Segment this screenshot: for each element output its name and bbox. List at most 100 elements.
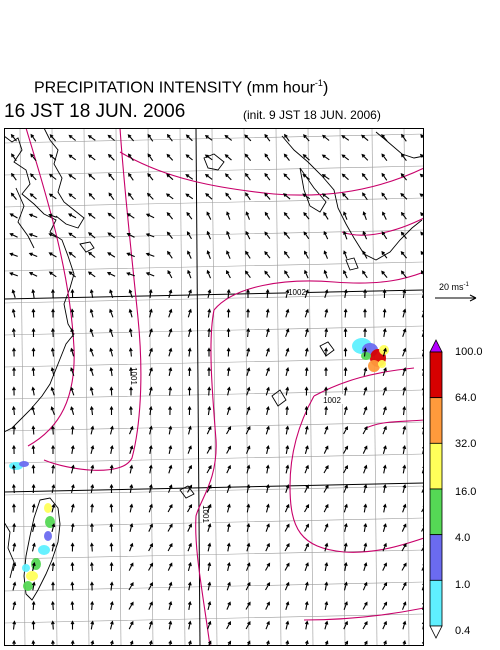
wind-vector-arrow — [31, 327, 36, 337]
wind-vector-arrow — [187, 308, 192, 318]
wind-vector-arrow — [90, 620, 95, 630]
wind-vector-arrow — [246, 503, 251, 513]
wind-vector-arrow — [284, 581, 290, 591]
wind-vector-arrow — [145, 213, 155, 219]
wind-vector-arrow — [265, 484, 270, 494]
legend-underflow-triangle — [429, 625, 443, 639]
wind-vector-arrow — [68, 174, 77, 180]
wind-vector-arrow — [264, 211, 271, 220]
grid-lat-line — [4, 293, 424, 304]
wind-vector-arrow — [89, 288, 94, 298]
grid-lon-line — [179, 128, 186, 646]
wind-vector-arrow — [31, 503, 36, 513]
wind-vector-arrow — [70, 445, 75, 454]
wind-vector-arrow — [227, 640, 232, 646]
wind-vector-arrow — [402, 483, 407, 494]
reference-vector-arrow — [435, 294, 477, 302]
wind-vector-arrow — [70, 503, 75, 513]
wind-vector-arrow — [343, 366, 348, 377]
wind-vector-arrow — [246, 464, 251, 474]
wind-vector-arrow — [265, 288, 270, 299]
wind-vector-arrow — [382, 328, 387, 337]
wind-vector-arrow — [185, 134, 193, 142]
wind-vector-arrow — [185, 154, 193, 161]
wind-vector-arrow — [323, 250, 329, 259]
wind-vector-arrow — [51, 327, 55, 338]
grid-lat-line — [4, 261, 424, 272]
wind-vector-arrow — [324, 327, 329, 338]
wind-vector-arrow — [187, 366, 192, 377]
wind-vector-arrow — [31, 483, 36, 494]
wind-vector-arrow — [381, 134, 388, 142]
wind-vector-arrow — [421, 640, 424, 646]
contour-label: 1002 — [288, 288, 306, 297]
wind-vector-arrow — [109, 405, 114, 415]
legend-overflow-triangle — [429, 339, 443, 353]
wind-vector-arrow — [90, 503, 95, 513]
wind-vector-arrow — [148, 386, 153, 396]
wind-vector-arrow — [402, 367, 407, 376]
wind-vector-arrow — [31, 386, 36, 396]
wind-vector-arrow — [12, 620, 17, 630]
wind-vector-arrow — [109, 308, 114, 318]
wind-vector-arrow — [226, 542, 231, 552]
wind-vector-arrow — [421, 505, 424, 513]
wind-vector-arrow — [187, 581, 192, 591]
wind-vector-arrow — [51, 522, 56, 533]
legend-color-box — [429, 442, 443, 490]
wind-vector-arrow — [264, 270, 271, 278]
wind-vector-arrow — [109, 600, 114, 611]
wind-vector-arrow — [128, 347, 133, 357]
contour-label-bg — [321, 394, 343, 404]
wind-vector-arrow — [226, 445, 231, 454]
wind-vector-arrow — [128, 289, 133, 298]
wind-vectors — [9, 133, 424, 646]
title-text: PRECIPITATION INTENSITY (mm hour — [34, 79, 315, 97]
wind-vector-arrow — [12, 522, 17, 533]
wind-vector-arrow — [246, 386, 251, 396]
grid-lat-line — [4, 421, 424, 432]
wind-vector-arrow — [362, 250, 368, 259]
wind-vector-arrow — [187, 561, 192, 572]
wind-vector-arrow — [206, 230, 212, 240]
wind-vector-arrow — [207, 366, 211, 376]
wind-vector-arrow — [283, 250, 290, 259]
wind-vector-arrow — [31, 561, 36, 572]
wind-vector-arrow — [225, 192, 232, 200]
china-southeast-coast — [4, 521, 15, 579]
wind-vector-arrow — [324, 542, 329, 552]
wind-vector-arrow — [207, 523, 212, 532]
wind-vector-arrow — [148, 542, 153, 552]
okinawa-island — [271, 389, 287, 407]
wind-vector-arrow — [285, 386, 290, 396]
wind-vector-arrow — [265, 327, 270, 338]
grid-lat-line — [4, 229, 424, 240]
wind-vector-arrow — [106, 272, 116, 277]
wind-vector-arrow — [421, 563, 424, 571]
wind-vector-arrow — [31, 347, 36, 357]
wind-vector-arrow — [12, 347, 16, 357]
wind-vector-arrow — [324, 581, 329, 591]
wind-vector-arrow — [421, 329, 424, 337]
wind-vector-arrow — [148, 308, 153, 318]
wind-vector-arrow — [245, 192, 251, 201]
wind-vector-arrow — [167, 542, 173, 552]
wind-vector-arrow — [363, 366, 368, 377]
grid-lon-line — [307, 128, 314, 646]
contour-label: 1002 — [323, 396, 341, 405]
wind-vector-arrow — [362, 601, 368, 610]
wind-vector-arrow — [265, 542, 270, 552]
wind-vector-arrow — [421, 309, 424, 318]
wind-vector-arrow — [28, 233, 38, 238]
precip-cell — [368, 360, 380, 372]
wind-vector-arrow — [206, 425, 212, 435]
wind-vector-arrow — [304, 581, 309, 591]
wind-vector-arrow — [363, 542, 368, 552]
wind-vector-arrow — [168, 425, 173, 435]
wind-vector-arrow — [31, 639, 36, 646]
wind-vector-arrow — [226, 288, 231, 299]
wind-vector-arrow — [285, 601, 290, 610]
wind-vector-arrow — [246, 288, 250, 298]
wind-vector-arrow — [265, 367, 270, 376]
wind-vector-arrow — [48, 252, 57, 258]
